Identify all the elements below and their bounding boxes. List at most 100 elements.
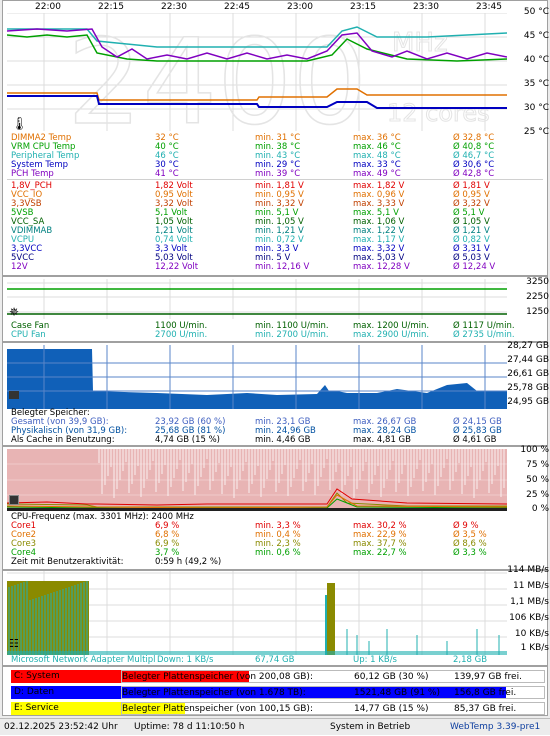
mem-tick: 27,44 GB [507,355,549,365]
fan-tick: 2250 [526,292,549,302]
upload-burst [327,583,335,655]
sensor-row: Core2 6,8 % min. 0,4 % max. 22,9 % Ø 3,5 % [11,531,550,540]
cpu-tick: 0 % [531,504,549,514]
drive-usage-bar: Belegter Plattenspeicher (von 100,15 GB)… [121,702,545,715]
sensor-max: max. 30,2 % [353,521,407,531]
cpu-graph [7,449,507,511]
sensor-min: min. 24,96 GB [255,426,316,436]
adapter-name: Microsoft Network Adapter Multipl [11,655,156,665]
sensor-current: 3,7 % [155,548,180,558]
sensor-current: 0,95 Volt [155,190,193,200]
sensor-min: min. 0,6 % [255,548,301,558]
sensor-max: max. 3,33 V [353,199,405,209]
drive-usage-bar: Belegter Plattenspeicher (von 1.678 TB):… [121,686,545,699]
sensor-current: 1100 U/min. [155,321,208,331]
sensor-max: max. 1,06 V [353,217,405,227]
download-total: 67,74 GB [255,655,295,665]
sensor-avg: Ø 2735 U/min. [453,330,515,340]
sensor-min: min. 0,95 V [255,190,304,200]
sensor-avg: Ø 3,5 % [453,530,487,540]
fan-tick: 1250 [526,307,549,317]
sensor-max: max. 12,28 V [353,262,410,272]
network-panel: ☷ 114 MB/s 11 MB/s 1,1 MB/s 106 KB/s 10 … [2,565,549,666]
sensor-row: System Temp 30 °C min. 29 °C max. 33 °C Ø 30… [11,161,550,170]
sensor-max: max. 26,67 GB [353,417,417,427]
sensor-name: VCPU [11,235,35,245]
app-version-link[interactable]: WebTemp 3.39-pre1 [450,722,541,732]
sensor-row: Case Fan 1100 U/min. min. 1100 U/min. max. … [11,322,550,331]
sensor-min: min. 2700 U/min. [255,330,329,340]
sensor-current: 3,3 Volt [155,244,188,254]
cpu-chip-icon [9,495,19,505]
time-tick: 22:15 [98,2,124,12]
network-icon: ☷ [9,637,19,650]
series-peripheral [7,26,507,48]
sensor-name: Core3 [11,539,37,549]
download-rate: Down: 1 KB/s [157,655,214,665]
sensor-name: Case Fan [11,321,50,331]
sensor-min: min. 31 °C [255,133,301,143]
sensor-row: 3,3VCC 3,3 Volt min. 3,3 V max. 3,32 V Ø 3,3… [11,245,550,254]
drive-label: C: System [11,670,121,683]
sensor-name: 5VSB [11,208,34,218]
sensor-row: Core4 3,7 % min. 0,6 % max. 22,7 % Ø 3,3 % [11,549,550,558]
status-state: System in Betrieb [330,722,411,732]
sensor-max: max. 1200 U/min. [353,321,430,331]
sensor-min: min. 1100 U/min. [255,321,329,331]
sensor-min: min. 4,46 GB [255,435,311,445]
drive-label: E: Service [11,702,121,715]
temp-tick: 40 °C [523,55,549,65]
sensor-min: min. 1,81 V [255,181,304,191]
drive-free: 85,37 GB frei. [454,704,517,714]
sensor-row: Core3 6,9 % min. 2,3 % max. 37,7 % Ø 8,6 % [11,540,550,549]
sensor-name: 12V [11,262,28,272]
series-pch [7,28,507,60]
sensor-max: max. 22,9 % [353,530,407,540]
sensor-current: 30 °C [155,160,179,170]
net-tick: 1 KB/s [520,643,549,653]
sensor-name: Peripheral Temp [11,151,80,161]
series-core2 [7,494,507,509]
memory-panel: 28,27 GB 27,44 GB 26,61 GB 25,78 GB 24,9… [2,341,550,446]
sensor-current: 3,32 Volt [155,199,193,209]
sensor-max: max. 28,24 GB [353,426,417,436]
sensor-row: CPU Fan 2700 U/min. min. 2700 U/min. max. 2… [11,331,550,340]
sensor-row: 12V 12,22 Volt min. 12,16 V max. 12,28 V Ø 1… [11,263,550,272]
sensor-max: max. 2900 U/min. [353,330,430,340]
drive-usage-bar: Belegter Plattenspeicher (von 200,08 GB)… [121,670,545,683]
drive-usage-fill [122,687,507,698]
sensor-max: max. 1,82 V [353,181,405,191]
upload-total: 2,18 GB [453,655,488,665]
time-tick: 22:45 [224,2,250,12]
memory-title: Belegter Speicher: [11,408,90,418]
sensor-name: Core2 [11,530,37,540]
sensor-row: 5VSB 5,1 Volt min. 5,1 V max. 5,1 V Ø 5,1 V [11,209,550,218]
sensor-name: VCC_SA [11,217,45,227]
time-tick: 22:30 [161,2,187,12]
series-vrm [7,34,507,62]
sensor-min: min. 5,1 V [255,208,299,218]
sensor-row: VCPU 0,74 Volt min. 0,72 V max. 1,17 V Ø 0,8… [11,236,550,245]
sensor-current: 32 °C [155,133,179,143]
sensor-max: max. 1,17 V [353,235,405,245]
sensor-avg: Ø 9 % [453,521,479,531]
net-tick: 114 MB/s [507,565,549,575]
time-tick: 23:15 [350,2,376,12]
cpu-tick: 50 % [526,475,549,485]
sensor-row: Physikalisch (von 31,9 GB): 25,68 GB (81 … [11,427,550,436]
status-datetime: 02.12.2025 23:52:42 Uhr [4,722,118,732]
sensor-row: Core1 6,9 % min. 3,3 % max. 30,2 % Ø 9 % [11,522,550,531]
sensor-row: 5VCC 5,03 Volt min. 5 V max. 5,03 V Ø 5,03 V [11,254,550,263]
sensor-name: System Temp [11,160,69,170]
sensor-min: min. 2,3 % [255,539,301,549]
sensor-avg: Ø 30,6 °C [453,160,495,170]
drive-label: D: Daten [11,686,121,699]
sensor-name: Als Cache in Benutzung: [11,435,115,445]
sensor-avg: Ø 4,61 GB [453,435,497,445]
sensor-name: Core1 [11,521,37,531]
drive-used: 60,12 GB (30 %) [354,672,429,682]
watermark-big: 2400 [67,13,367,131]
sensor-row: PCH Temp 41 °C min. 39 °C max. 49 °C Ø 42,8 … [11,170,550,179]
sensor-avg: Ø 46,7 °C [453,151,495,161]
